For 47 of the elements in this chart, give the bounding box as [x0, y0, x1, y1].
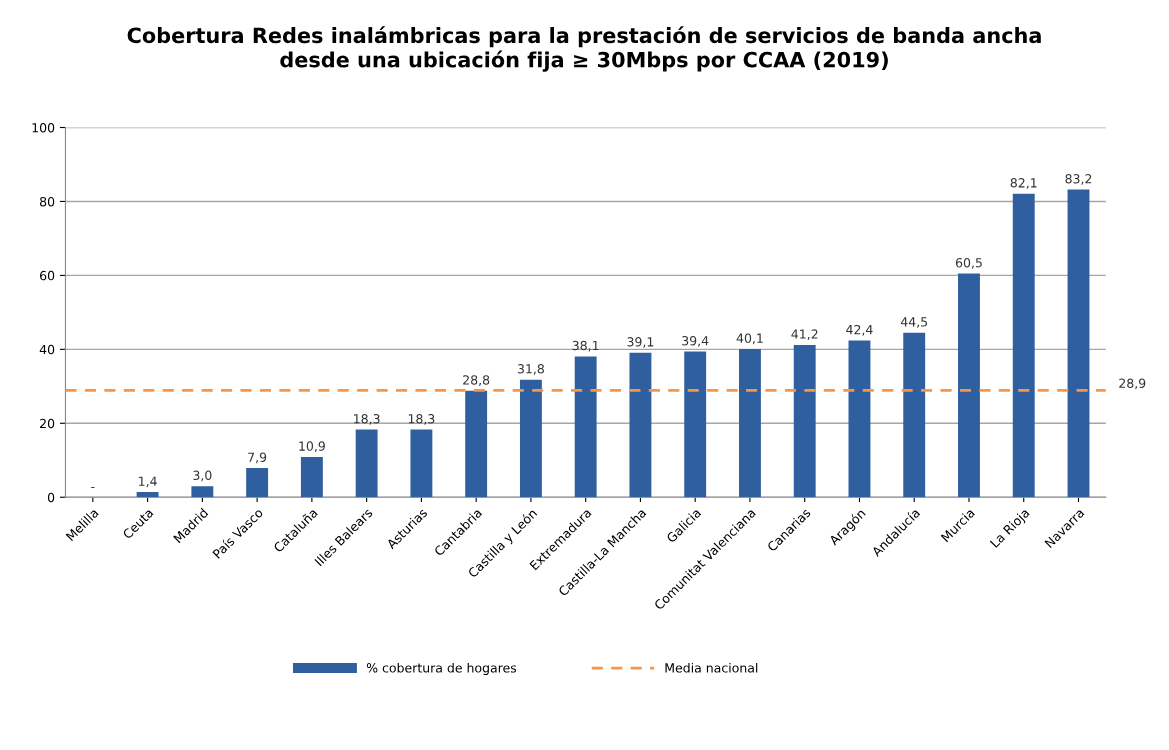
bar — [300, 456, 323, 498]
bar — [958, 273, 980, 498]
data-label: 39,4 — [682, 335, 709, 347]
bar — [246, 468, 269, 498]
data-label: 82,1 — [1010, 178, 1037, 189]
bar — [136, 492, 159, 498]
y-tick-label: 100 — [32, 122, 55, 133]
bar — [738, 348, 761, 498]
text: - — [91, 487, 95, 489]
data-label: 10,9 — [299, 441, 325, 453]
bar — [410, 429, 433, 498]
y-tick-label: 40 — [39, 344, 55, 355]
bar — [1067, 189, 1090, 498]
bar — [684, 351, 707, 498]
data-label: 31,8 — [517, 364, 544, 375]
bar — [903, 332, 926, 498]
data-label: 1,4 — [139, 476, 157, 488]
data-label: 83,2 — [1065, 174, 1092, 185]
bar — [355, 429, 378, 498]
y-tick-label: 60 — [40, 270, 55, 281]
bar — [574, 356, 597, 498]
data-label: 18,3 — [354, 414, 380, 425]
data-label: 7,9 — [248, 452, 267, 464]
data-label: 40,1 — [736, 333, 763, 345]
y-tick-label: 0 — [47, 492, 55, 503]
data-label: 38,1 — [572, 340, 599, 352]
data-label: 28,8 — [463, 375, 490, 386]
bar — [793, 344, 816, 498]
y-tick-label: 20 — [40, 418, 55, 429]
data-label: 41,2 — [791, 329, 818, 341]
bar — [465, 390, 488, 498]
y-tick-label: 80 — [39, 196, 55, 207]
data-label: 18,3 — [408, 414, 435, 425]
bar — [848, 340, 871, 498]
chart-title: Cobertura Redes inalámbricas para la prestación de servicios de banda ancha desde una ubicación fija ≥ 30Mbps por CCAA (2019) — [127, 26, 1041, 72]
data-label: 44,5 — [900, 317, 928, 328]
bar — [519, 379, 542, 498]
data-label: 3,0 — [193, 470, 212, 482]
data-label: 42,4 — [846, 324, 873, 336]
text: 28,9 — [1119, 378, 1146, 390]
bar — [1012, 193, 1035, 498]
legend-label: % cobertura de hogares — [366, 662, 517, 675]
bar — [629, 352, 652, 498]
bar — [191, 486, 214, 498]
data-label: 60,5 — [955, 257, 982, 269]
data-label: 39,1 — [627, 337, 654, 348]
legend-label: Media nacional — [665, 662, 758, 673]
